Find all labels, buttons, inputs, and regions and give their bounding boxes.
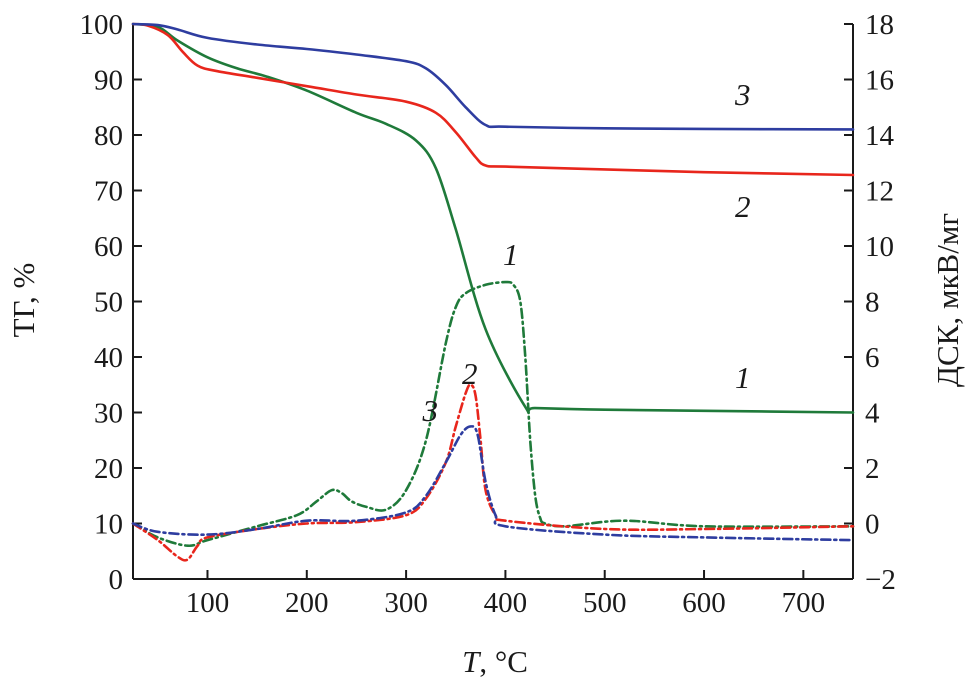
tg-curve-3-label: 3	[734, 77, 751, 112]
y-right-tick-label: 16	[865, 65, 894, 97]
x-axis-title: T, °C	[462, 644, 528, 679]
series-layer	[131, 22, 855, 562]
tg-curve-2	[131, 22, 855, 177]
y-right-tick-label: 18	[865, 9, 894, 41]
y-left-tick-label: 0	[109, 564, 124, 596]
y-left-axis-title: ТГ, %	[6, 263, 41, 338]
dsc-peak-3-label: 3	[422, 393, 439, 428]
x-tick-label: 600	[682, 587, 726, 619]
y-right-tick-label: 6	[865, 342, 880, 374]
y-left-tick-label: 20	[94, 453, 123, 485]
y-left-tick-label: 50	[94, 287, 123, 319]
y-right-tick-label: 0	[865, 509, 880, 541]
x-tick-label: 700	[782, 587, 826, 619]
tg-curve-1	[131, 22, 855, 415]
y-left-tick-label: 10	[94, 509, 123, 541]
y-right-tick-label: 4	[865, 398, 880, 430]
label-layer: 100 200 300 400 500 600 7000102030405060708090…	[80, 9, 896, 619]
x-tick-label: 100	[186, 587, 230, 619]
y-left-tick-label: 30	[94, 398, 123, 430]
x-axis-title-var: T	[462, 644, 482, 679]
x-tick-label: 400	[484, 587, 528, 619]
tg-curve-2-label: 2	[735, 189, 751, 224]
x-tick-label: 200	[285, 587, 329, 619]
x-axis-title-unit: , °C	[479, 644, 528, 679]
tg-curve-3	[131, 22, 855, 131]
y-right-tick-label: 10	[865, 231, 894, 263]
x-tick-label: 300	[384, 587, 428, 619]
y-right-tick-label: −2	[865, 564, 896, 596]
y-left-tick-label: 60	[94, 231, 123, 263]
y-left-tick-label: 40	[94, 342, 123, 374]
y-right-tick-label: 2	[865, 453, 880, 485]
x-tick-label: 500	[583, 587, 627, 619]
y-left-tick-label: 100	[80, 9, 124, 41]
dsc-curve-3	[131, 425, 855, 542]
y-left-tick-label: 90	[94, 65, 123, 97]
y-right-tick-label: 12	[865, 176, 894, 208]
dsc-peak-2-label: 2	[462, 356, 478, 391]
dsc-curve-1	[131, 280, 855, 548]
y-right-tick-label: 14	[865, 120, 895, 152]
y-left-tick-label: 80	[94, 120, 123, 152]
y-right-axis-title: ДСК, мкВ/мг	[930, 213, 965, 387]
y-left-tick-label: 70	[94, 176, 123, 208]
dsc-peak-1-label: 1	[503, 237, 519, 272]
tg-curve-1-label: 1	[735, 360, 751, 395]
y-right-tick-label: 8	[865, 287, 880, 319]
dsc-curve-2	[131, 383, 855, 562]
